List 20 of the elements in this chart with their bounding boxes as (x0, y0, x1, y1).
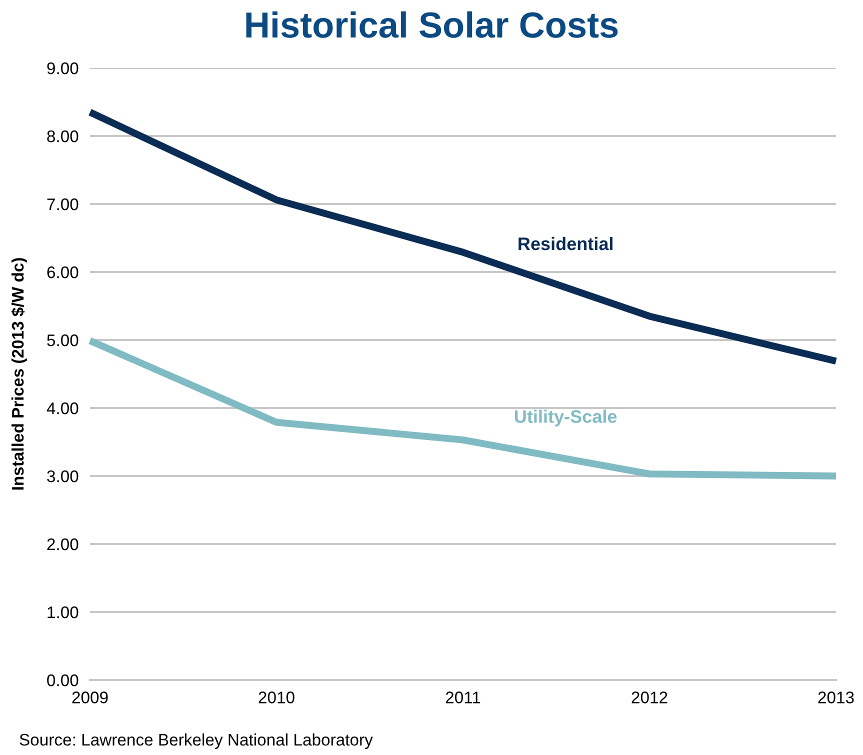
y-axis-title: Installed Prices (2013 $/W dc) (11, 258, 28, 490)
y-tick-label: 0.00 (47, 674, 78, 686)
x-tick-label: 2009 (72, 692, 108, 704)
chart-title: Historical Solar Costs (246, 11, 618, 38)
y-tick-label: 5.00 (47, 334, 78, 346)
y-tick-label: 7.00 (47, 198, 78, 210)
x-tick-label: 2011 (446, 692, 480, 704)
y-tick-label: 9.00 (47, 62, 78, 74)
y-tick-label: 3.00 (47, 470, 78, 482)
y-tick-label: 6.00 (47, 266, 78, 278)
source-note: Source: Lawrence Berkeley National Laboratory (20, 733, 373, 749)
y-tick-label: 8.00 (47, 130, 78, 142)
y-tick-label: 2.00 (47, 538, 78, 550)
x-tick-label: 2010 (258, 692, 294, 704)
series-label: Residential (518, 236, 612, 250)
y-tick-label: 1.00 (48, 606, 78, 618)
series-label: Utility-Scale (514, 410, 617, 426)
x-tick-label: 2012 (632, 692, 668, 704)
x-tick-label: 2013 (818, 692, 854, 704)
y-tick-label: 4.00 (46, 402, 78, 414)
